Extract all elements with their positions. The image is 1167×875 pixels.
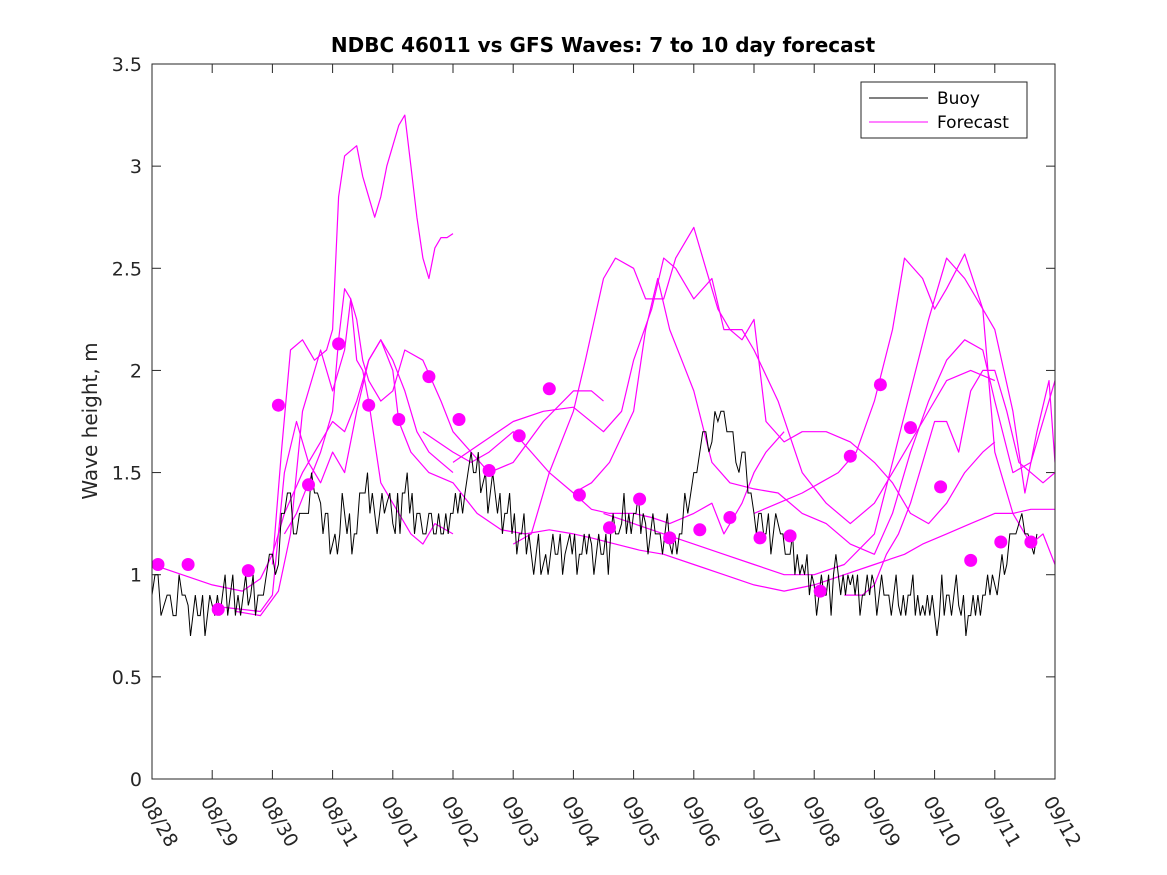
forecast-line-7 (452, 257, 996, 525)
forecast-marker (332, 337, 346, 351)
forecast-marker (362, 398, 376, 412)
forecast-marker (693, 523, 707, 537)
y-tick-label: 2.5 (112, 258, 142, 280)
forecast-marker (392, 413, 406, 426)
forecast-marker (151, 558, 165, 571)
forecast-marker (302, 478, 315, 492)
forecast-markers-group (151, 337, 1038, 616)
forecast-line-8 (512, 226, 996, 545)
forecast-marker (813, 584, 827, 598)
forecast-line-3 (236, 298, 454, 617)
forecast-marker (843, 449, 857, 463)
legend: Buoy Forecast (860, 81, 1028, 139)
legend-forecast-label: Forecast (937, 113, 1009, 133)
y-tick-label: 1 (130, 565, 142, 587)
forecast-series-group (152, 114, 1055, 617)
forecast-marker (241, 564, 255, 578)
forecast-marker (422, 370, 436, 384)
forecast-marker (994, 535, 1008, 549)
y-tick-label: 2 (130, 360, 142, 382)
forecast-marker (482, 464, 496, 477)
forecast-line-12 (844, 369, 1055, 596)
axis-ticks (151, 63, 1056, 780)
plot-frame (151, 63, 1056, 780)
forecast-marker (452, 413, 466, 426)
forecast-marker (211, 602, 225, 616)
y-axis-label: Wave height, m (78, 342, 102, 499)
forecast-marker (633, 492, 647, 506)
forecast-line-11 (753, 253, 1055, 565)
forecast-line-4 (271, 114, 454, 565)
forecast-line-5 (283, 288, 604, 535)
forecast-marker (723, 511, 737, 524)
legend-box (860, 81, 1028, 139)
forecast-marker (663, 531, 677, 545)
y-tick-label: 0 (130, 769, 142, 791)
chart-title: NDBC 46011 vs GFS Waves: 7 to 10 day for… (331, 33, 876, 57)
plot-area (152, 64, 1055, 779)
forecast-marker (271, 398, 285, 412)
y-tick-label: 3 (130, 156, 142, 178)
forecast-marker (753, 531, 767, 545)
forecast-marker (1024, 535, 1038, 549)
forecast-marker (542, 382, 556, 396)
forecast-marker (873, 378, 887, 392)
forecast-marker (934, 480, 948, 494)
y-tick-labels: 0 0.5 1 1.5 2 2.5 3 3.5 (112, 54, 142, 791)
forecast-marker (512, 429, 526, 443)
forecast-marker (904, 421, 917, 435)
forecast-marker (603, 521, 616, 535)
legend-buoy-label: Buoy (937, 89, 980, 109)
y-tick-label: 1.5 (112, 463, 142, 485)
forecast-marker (181, 558, 195, 571)
y-tick-label: 0.5 (112, 667, 142, 689)
forecast-marker (572, 488, 586, 502)
forecast-line-1 (152, 339, 454, 592)
forecast-line-6 (422, 431, 785, 535)
y-tick-label: 3.5 (112, 54, 142, 76)
forecast-line-10 (603, 257, 1055, 576)
forecast-line-9 (573, 277, 1055, 555)
forecast-marker (783, 529, 797, 543)
forecast-marker (964, 553, 978, 567)
